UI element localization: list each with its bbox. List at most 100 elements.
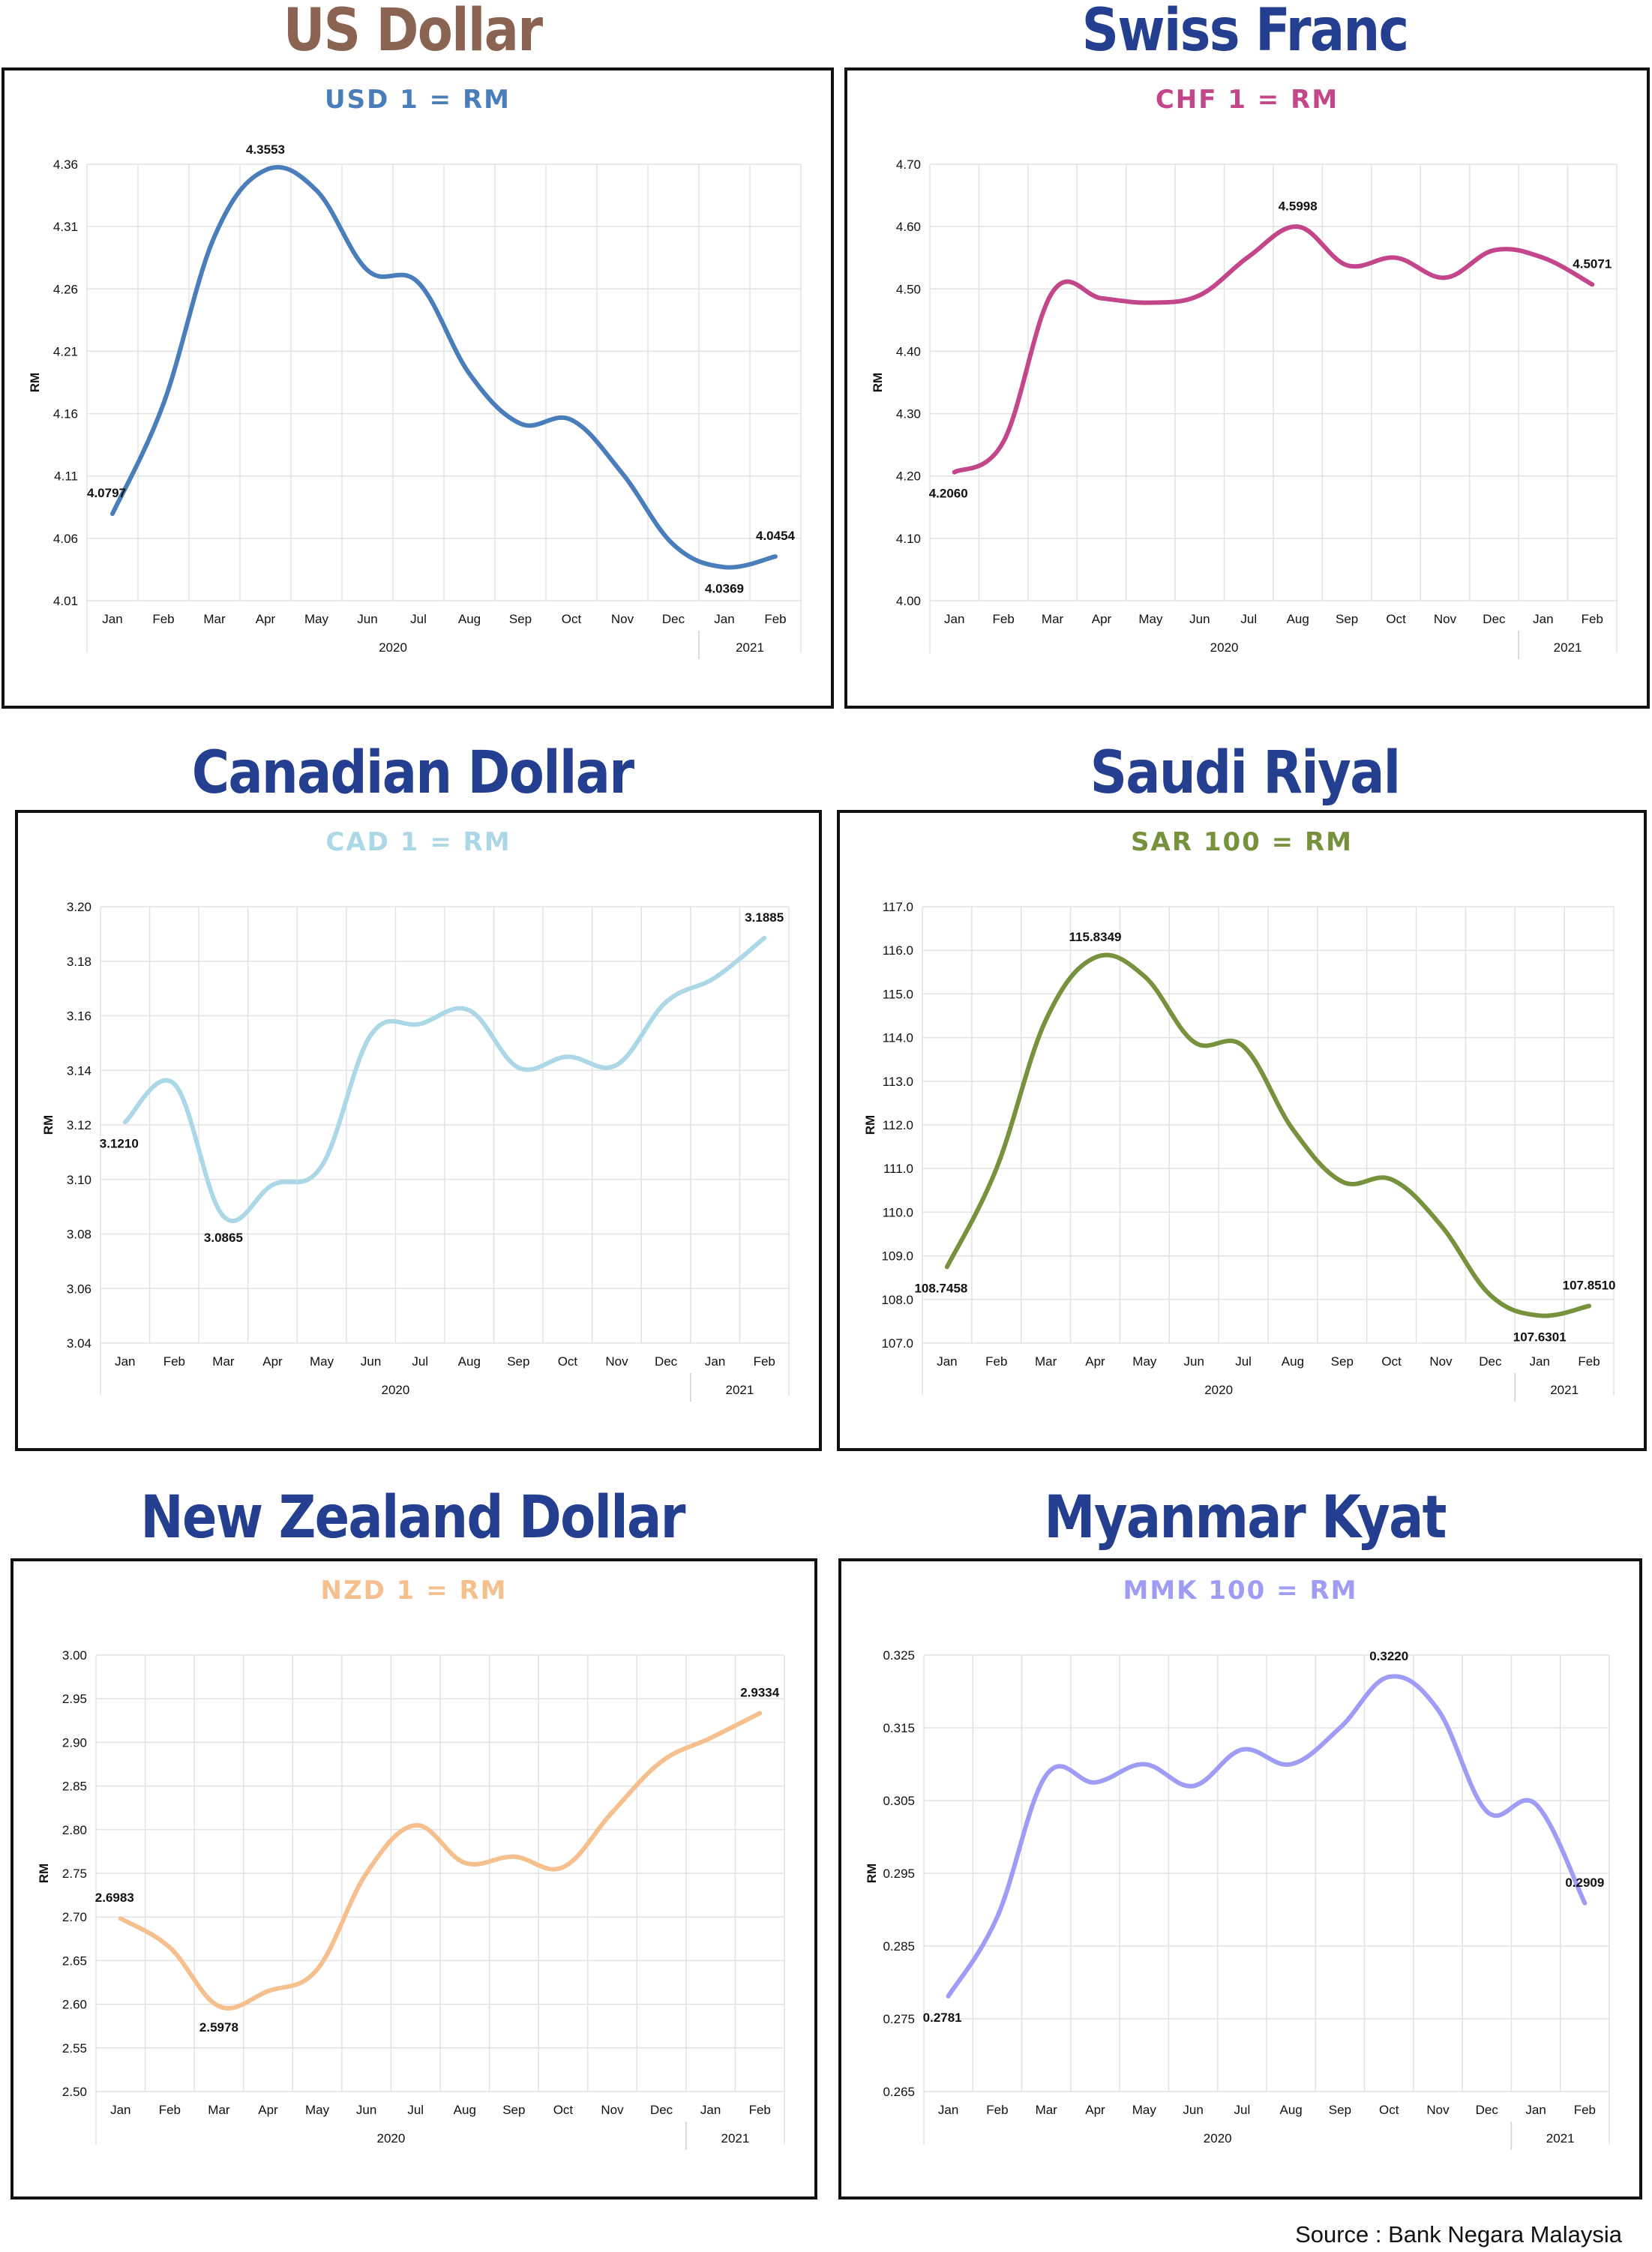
x-tick-label: Aug	[458, 1354, 481, 1369]
x-tick-label: Feb	[1578, 1354, 1600, 1369]
x-tick-label: Jun	[356, 2103, 376, 2117]
year-label: 2021	[736, 640, 764, 655]
x-tick-label: Jan	[705, 1354, 725, 1369]
x-tick-label: Feb	[764, 612, 786, 626]
y-tick-label: 2.60	[62, 1998, 87, 2012]
x-tick-label: May	[304, 612, 329, 626]
x-tick-label: Apr	[1085, 2103, 1105, 2117]
x-tick-label: Feb	[992, 612, 1014, 626]
heading-sar: Saudi Riyal	[1090, 739, 1402, 807]
chart-title: CHF 1 = RM	[1156, 85, 1339, 115]
x-tick-label: Nov	[611, 612, 634, 626]
series-line	[946, 1674, 1588, 1999]
data-label: 0.2781	[923, 2011, 962, 2025]
data-label: 4.0454	[756, 529, 796, 543]
x-tick-label: Apr	[1085, 1354, 1105, 1369]
x-tick-label: Nov	[1426, 2103, 1450, 2117]
x-tick-label: Jul	[1234, 2103, 1250, 2117]
x-tick-label: Apr	[262, 1354, 283, 1369]
x-tick-label: Jan	[102, 612, 122, 626]
x-tick-label: Aug	[1280, 2103, 1303, 2117]
y-tick-label: 108.0	[881, 1293, 913, 1307]
y-tick-label: 3.04	[67, 1336, 91, 1351]
y-tick-label: 114.0	[883, 1031, 913, 1045]
y-tick-label: 4.70	[896, 157, 921, 172]
series-line	[944, 952, 1592, 1318]
chart-title: CAD 1 = RM	[325, 827, 511, 857]
chart-title: SAR 100 = RM	[1131, 827, 1353, 857]
x-tick-label: Nov	[1429, 1354, 1453, 1369]
year-label: 2021	[726, 1383, 754, 1397]
x-tick-label: May	[1138, 612, 1163, 626]
y-tick-label: 116.0	[883, 943, 913, 958]
x-tick-label: Jan	[115, 1354, 135, 1369]
chart-usd: USD 1 = RM 4.36 4.31 4.26 4.21 4.16 4.11 4.06 4.…	[1, 67, 834, 709]
heading-chf: Swiss Franc	[1081, 0, 1410, 64]
x-tick-label: Dec	[1483, 612, 1506, 626]
y-tick-label: 0.325	[883, 1648, 915, 1663]
y-tick-label: 4.30	[896, 407, 921, 421]
x-tick-label: Nov	[605, 1354, 628, 1369]
x-tick-label: Nov	[1434, 612, 1457, 626]
x-tick-label: Sep	[1336, 612, 1358, 626]
y-tick-label: 4.31	[53, 220, 78, 234]
year-label: 2020	[1204, 2131, 1232, 2146]
y-tick-label: 4.06	[53, 532, 78, 546]
y-tick-label: 4.01	[53, 594, 78, 608]
y-tick-label: 4.50	[896, 282, 921, 296]
x-tick-label: Feb	[985, 1354, 1007, 1369]
x-tick-label: Jan	[700, 2103, 721, 2117]
y-axis-label: RM	[865, 1864, 879, 1883]
y-tick-label: 4.10	[896, 532, 921, 546]
y-tick-label: 4.36	[53, 157, 78, 172]
y-tick-label: 2.95	[62, 1692, 87, 1706]
x-tick-label: Oct	[1381, 1354, 1402, 1369]
chart-svg: CHF 1 = RM 4.70 4.60 4.50 4.40 4.30 4.20 4.10 4.…	[871, 85, 1618, 659]
y-tick-label: 4.11	[54, 469, 78, 484]
x-tick-label: Jul	[1235, 1354, 1252, 1369]
chart-title: USD 1 = RM	[325, 85, 511, 115]
y-tick-label: 2.75	[62, 1867, 87, 1881]
y-tick-label: 4.16	[53, 407, 78, 421]
chart-svg: MMK 100 = RM 0.325 0.315 0.305 0.295 0.285 0.2…	[865, 1576, 1610, 2150]
y-tick-label: 113.0	[883, 1075, 913, 1089]
y-tick-label: 4.40	[896, 344, 921, 358]
y-tick-label: 3.06	[67, 1282, 91, 1296]
x-tick-label: Feb	[749, 2103, 771, 2117]
y-tick-label: 2.85	[62, 1780, 87, 1794]
data-label: 3.0865	[204, 1231, 243, 1245]
y-tick-label: 110.0	[883, 1205, 913, 1219]
data-label: 2.6983	[95, 1891, 134, 1905]
y-tick-label: 3.00	[62, 1648, 87, 1663]
x-tick-label: Feb	[163, 1354, 185, 1369]
y-tick-label: 4.20	[896, 469, 921, 484]
y-tick-label: 4.26	[53, 282, 78, 296]
data-label: 107.6301	[1513, 1330, 1567, 1344]
heading-cad: Canadian Dollar	[191, 739, 634, 807]
x-tick-label: Feb	[152, 612, 174, 626]
x-tick-label: May	[1132, 1354, 1157, 1369]
x-tick-label: Jul	[410, 612, 427, 626]
y-tick-label: 107.0	[881, 1336, 913, 1351]
year-label: 2020	[377, 2131, 406, 2146]
data-label: 3.1210	[100, 1136, 139, 1150]
data-label: 3.1885	[745, 910, 784, 925]
chart-chf: CHF 1 = RM 4.70 4.60 4.50 4.40 4.30 4.20 4.10 4.…	[844, 67, 1650, 709]
heading-nzd: New Zealand Dollar	[140, 1484, 685, 1552]
year-label: 2020	[1210, 640, 1239, 655]
y-tick-label: 117.0	[883, 900, 913, 914]
y-tick-label: 3.12	[67, 1118, 91, 1132]
y-tick-label: 112.0	[883, 1118, 913, 1132]
x-tick-label: Jun	[1183, 2103, 1203, 2117]
chart-title: NZD 1 = RM	[320, 1576, 507, 1606]
data-label: 0.3220	[1369, 1649, 1408, 1663]
data-label: 4.2060	[929, 487, 968, 501]
x-tick-label: Feb	[159, 2103, 181, 2117]
y-tick-label: 2.90	[62, 1735, 87, 1750]
data-label: 2.5978	[199, 2020, 238, 2035]
x-tick-label: Apr	[1092, 612, 1112, 626]
y-tick-label: 0.305	[883, 1794, 915, 1808]
x-tick-label: Jun	[357, 612, 377, 626]
x-tick-label: Sep	[502, 2103, 525, 2117]
x-tick-label: Jul	[1240, 612, 1257, 626]
